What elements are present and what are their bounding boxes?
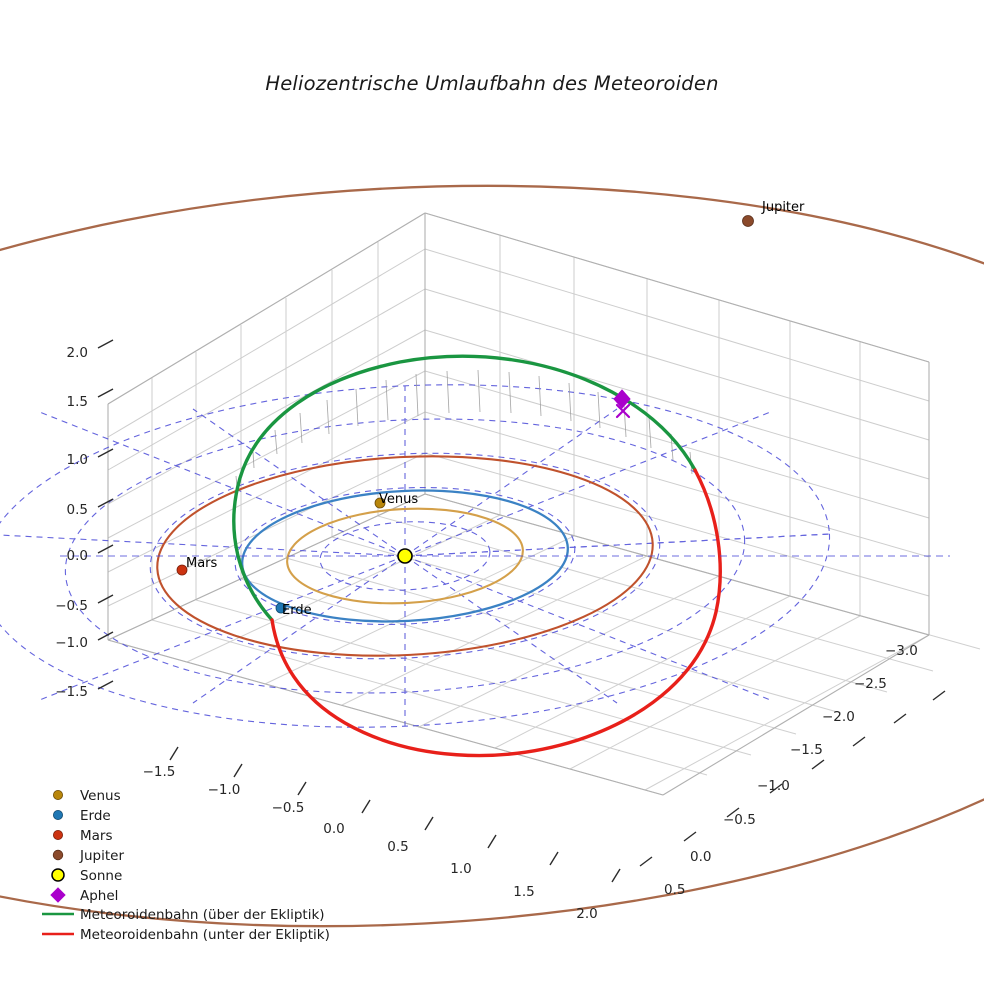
legend-label-below-ecliptic: Meteoroidenbahn (unter der Ekliptik) bbox=[80, 927, 330, 943]
y-tick-3: −1.0 bbox=[757, 778, 790, 794]
legend-marker-venus bbox=[53, 790, 64, 801]
y-tick-6: −2.5 bbox=[854, 676, 887, 692]
x-tick-3: 0.0 bbox=[323, 821, 344, 837]
mars-orbit-path bbox=[156, 455, 654, 657]
legend-label-mars: Mars bbox=[80, 828, 113, 844]
z-tick-4: 0.0 bbox=[67, 548, 88, 564]
x-tick-2: −0.5 bbox=[272, 800, 305, 816]
z-tick-6: −1.0 bbox=[55, 635, 88, 651]
y-tick-7: −3.0 bbox=[885, 643, 918, 659]
x-tick-7: 2.0 bbox=[576, 906, 597, 922]
legend-marker-erde bbox=[53, 810, 64, 821]
legend-label-erde: Erde bbox=[80, 808, 111, 824]
legend: Venus Erde Mars Jupiter Sonne Aphel Mete… bbox=[42, 788, 330, 943]
meteoroid-drop-lines bbox=[235, 369, 693, 488]
z-tick-7: −1.5 bbox=[55, 684, 88, 700]
legend-label-venus: Venus bbox=[80, 788, 121, 804]
venus-marker bbox=[374, 497, 386, 509]
y-axis: 0.5 0.0 −0.5 −1.0 −1.5 −2.0 −2.5 −3.0 bbox=[639, 643, 946, 898]
x-tick-5: 1.0 bbox=[450, 861, 471, 877]
aphel-marker bbox=[613, 389, 631, 409]
y-tick-4: −1.5 bbox=[790, 742, 823, 758]
page-title: Heliozentrische Umlaufbahn des Meteoroid… bbox=[265, 72, 719, 95]
x-tick-0: −1.5 bbox=[143, 764, 176, 780]
legend-marker-aphel bbox=[50, 887, 66, 903]
y-tick-2: −0.5 bbox=[723, 812, 756, 828]
venus-label: Venus bbox=[379, 492, 418, 507]
z-tick-3: 0.5 bbox=[67, 502, 88, 518]
legend-label-jupiter: Jupiter bbox=[79, 848, 124, 864]
legend-label-above-ecliptic: Meteoroidenbahn (über der Ekliptik) bbox=[80, 907, 325, 923]
polar-grid bbox=[0, 384, 831, 728]
jupiter-orbit-path bbox=[0, 184, 984, 928]
sun-marker bbox=[397, 548, 413, 564]
z-tick-0: 2.0 bbox=[67, 345, 88, 361]
earth-orbit-path bbox=[241, 489, 569, 623]
x-tick-6: 1.5 bbox=[513, 884, 534, 900]
y-tick-0: 0.5 bbox=[664, 882, 685, 898]
z-tick-5: −0.5 bbox=[55, 598, 88, 614]
jupiter-label: Jupiter bbox=[761, 200, 805, 215]
mars-marker bbox=[176, 564, 188, 576]
z-tick-1: 1.5 bbox=[67, 394, 88, 410]
legend-label-sonne: Sonne bbox=[80, 868, 122, 884]
z-tick-2: 1.0 bbox=[67, 452, 88, 468]
x-axis: −1.5 −1.0 −0.5 0.0 0.5 1.0 1.5 2.0 bbox=[143, 746, 621, 922]
meteoroid-orbit-above-ecliptic bbox=[232, 354, 697, 622]
legend-label-aphel: Aphel bbox=[80, 888, 118, 904]
venus-orbit-path bbox=[286, 507, 524, 605]
earth-marker bbox=[275, 602, 287, 614]
aphel-projection-cross-icon bbox=[615, 403, 631, 419]
legend-marker-jupiter bbox=[52, 849, 64, 861]
mars-label: Mars bbox=[186, 556, 218, 571]
pane-grid-back-left bbox=[107, 212, 426, 641]
x-tick-4: 0.5 bbox=[387, 839, 408, 855]
erde-label: Erde bbox=[282, 603, 312, 618]
meteoroid-orbit-below-ecliptic bbox=[270, 468, 722, 758]
y-tick-1: 0.0 bbox=[690, 849, 711, 865]
plot-box-edges bbox=[107, 212, 930, 796]
z-axis: 2.0 1.5 1.0 0.5 0.0 −0.5 −1.0 −1.5 bbox=[55, 339, 114, 700]
legend-marker-sonne bbox=[51, 868, 65, 882]
y-tick-5: −2.0 bbox=[822, 709, 855, 725]
x-tick-1: −1.0 bbox=[208, 782, 241, 798]
jupiter-marker bbox=[742, 215, 754, 227]
legend-marker-mars bbox=[53, 830, 64, 841]
